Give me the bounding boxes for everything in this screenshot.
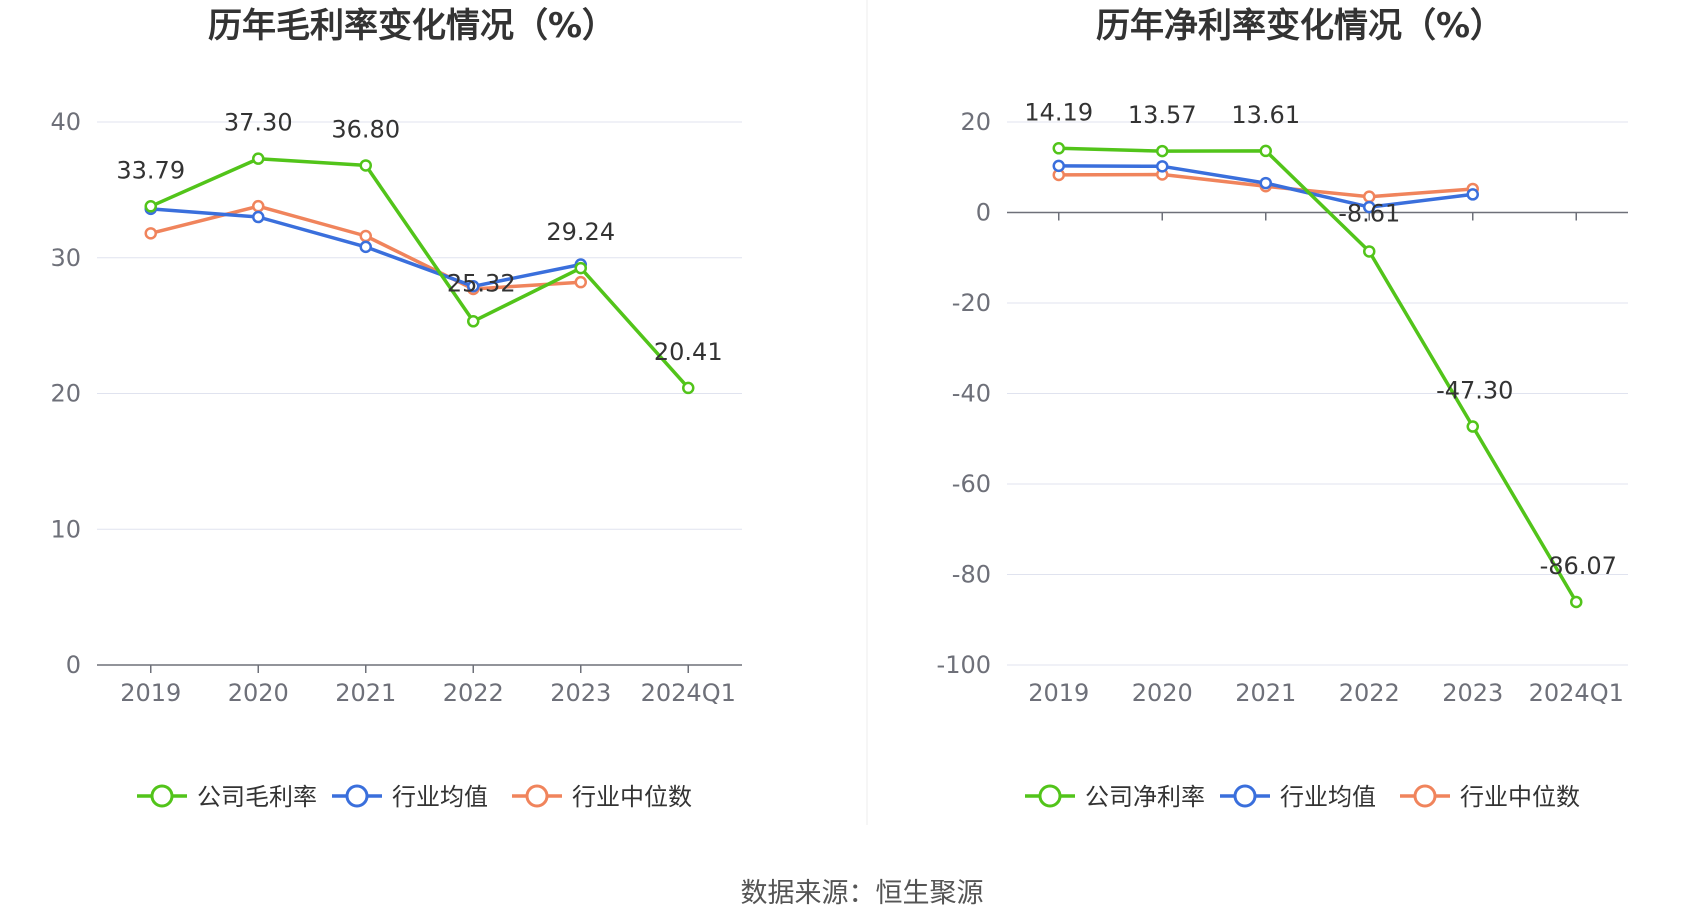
x-tick-label: 2024Q1 <box>641 679 736 707</box>
x-tick-label: 2023 <box>1442 679 1503 707</box>
legend-marker <box>1038 784 1062 808</box>
x-tick-label: 2022 <box>1339 679 1400 707</box>
y-tick-label: -20 <box>952 289 991 317</box>
data-point <box>1363 200 1376 214</box>
data-point <box>359 229 372 243</box>
legend-item[interactable]: 公司净利率 <box>1025 783 1205 811</box>
x-tick-label: 2020 <box>1132 679 1193 707</box>
legend-marker <box>1233 784 1257 808</box>
y-tick-label: 20 <box>960 108 991 136</box>
x-tick-label: 2024Q1 <box>1529 679 1624 707</box>
y-tick-label: 40 <box>50 108 81 136</box>
chart-title: 历年毛利率变化情况（%） <box>208 6 616 46</box>
x-tick-label: 2021 <box>335 679 396 707</box>
data-label: -8.61 <box>1338 199 1400 227</box>
data-label: 13.61 <box>1231 101 1300 129</box>
data-label: 36.80 <box>331 115 400 143</box>
legend-label: 行业中位数 <box>1460 783 1580 811</box>
series-line <box>1058 146 1578 603</box>
y-tick-label: 0 <box>66 651 81 679</box>
data-point <box>1156 160 1169 173</box>
legend-label: 行业均值 <box>1280 783 1376 811</box>
legend-marker <box>1413 784 1437 808</box>
data-point <box>1570 595 1583 609</box>
y-tick-label: 30 <box>50 244 81 272</box>
legend-label: 公司毛利率 <box>197 783 317 811</box>
x-tick-label: 2021 <box>1235 679 1296 707</box>
legend-label: 行业中位数 <box>572 783 692 811</box>
net-margin-chart: 历年净利率变化情况（%） -100 -80 -60 -40 -20 0 20 2019 2020 2… <box>937 6 1628 811</box>
data-point <box>1052 142 1065 155</box>
x-tick-label: 2023 <box>550 679 611 707</box>
data-point <box>1466 188 1479 201</box>
data-label: 13.57 <box>1128 101 1197 129</box>
chart-title: 历年净利率变化情况（%） <box>1096 6 1504 46</box>
series-line <box>150 156 690 390</box>
y-tick-label: -40 <box>952 380 991 408</box>
x-tick-label: 2019 <box>120 679 181 707</box>
x-tick-label: 2019 <box>1028 679 1089 707</box>
y-tick-label: 10 <box>50 515 81 543</box>
legend-marker <box>150 784 174 808</box>
data-label: 25.32 <box>447 269 516 297</box>
data-point <box>682 381 695 395</box>
data-point <box>467 280 480 293</box>
legend-item[interactable]: 行业中位数 <box>1400 783 1580 811</box>
gross-margin-chart: 历年毛利率变化情况（%） 0 10 20 30 40 2019 2020 2021 2022 202… <box>50 6 742 811</box>
data-point <box>1156 144 1169 158</box>
data-point <box>252 210 265 224</box>
data-point <box>359 240 372 254</box>
data-point <box>1259 176 1272 190</box>
data-label: 33.79 <box>116 156 185 184</box>
data-point <box>1363 245 1376 258</box>
data-point <box>467 315 480 328</box>
data-point <box>1466 420 1479 433</box>
legend-item[interactable]: 行业均值 <box>1220 783 1376 811</box>
data-point <box>144 200 157 213</box>
data-point <box>252 199 265 213</box>
data-label: 29.24 <box>546 218 615 246</box>
y-tick-label: -80 <box>952 561 991 589</box>
data-point <box>574 261 587 275</box>
data-label: 37.30 <box>224 109 293 137</box>
source-note: 数据来源：恒生聚源 <box>741 878 984 909</box>
data-point <box>359 159 372 172</box>
data-label: 14.19 <box>1024 98 1093 126</box>
x-tick-label: 2020 <box>228 679 289 707</box>
data-point <box>252 152 265 165</box>
data-point <box>144 227 157 240</box>
y-tick-label: -60 <box>952 470 991 498</box>
data-point <box>1052 159 1065 173</box>
y-tick-label: 20 <box>50 380 81 408</box>
legend-item[interactable]: 公司毛利率 <box>137 783 317 811</box>
x-tick-label: 2022 <box>443 679 504 707</box>
y-tick-label: -100 <box>937 651 991 679</box>
data-point <box>1259 144 1272 158</box>
legend-marker <box>525 784 549 808</box>
data-label: 20.41 <box>654 338 723 366</box>
legend-label: 公司净利率 <box>1085 783 1205 811</box>
legend-label: 行业均值 <box>392 783 488 811</box>
legend-item[interactable]: 行业中位数 <box>512 783 692 811</box>
data-label: -47.30 <box>1436 377 1513 405</box>
legend-marker <box>345 784 369 808</box>
y-tick-label: 0 <box>976 199 991 227</box>
data-point <box>574 275 587 289</box>
data-label: -86.07 <box>1540 552 1617 580</box>
legend-item[interactable]: 行业均值 <box>332 783 488 811</box>
